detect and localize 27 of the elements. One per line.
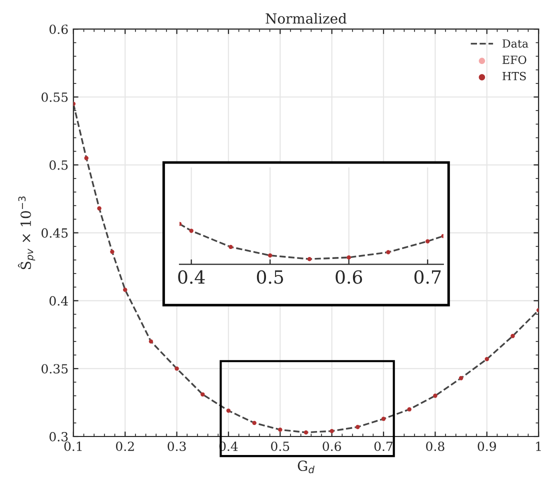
x-tick-label: 0.1 bbox=[64, 442, 82, 452]
legend-label: Data bbox=[502, 39, 528, 48]
x-tick-label: 0.6 bbox=[336, 270, 362, 284]
x-tick-label: 1 bbox=[536, 442, 541, 451]
x-tick-label: 0.7 bbox=[374, 442, 393, 452]
y-tick-label: 0.55 bbox=[42, 92, 68, 102]
y-tick-label: 0.45 bbox=[42, 228, 68, 238]
y-axis-title: Ŝ$_{pv}$ × 10$^{−3}$ bbox=[18, 196, 36, 270]
x-tick-label: 0.6 bbox=[322, 442, 341, 452]
x-tick-label: 0.5 bbox=[256, 270, 284, 284]
y-tick-label: 0.3 bbox=[50, 432, 68, 442]
y-tick-label: 0.6 bbox=[50, 24, 68, 34]
line-series bbox=[73, 102, 539, 434]
x-axis-title: G$_{d}$ bbox=[298, 460, 314, 474]
y-tick-label: 0.4 bbox=[50, 296, 68, 306]
chart-title: Normalized bbox=[266, 12, 347, 24]
x-tick-label: 0.5 bbox=[271, 442, 290, 452]
x-tick-label: 0.9 bbox=[478, 442, 496, 452]
legend-label: EFO bbox=[502, 56, 526, 64]
x-tick-label: 0.7 bbox=[414, 270, 441, 284]
x-tick-label: 0.4 bbox=[178, 270, 205, 284]
y-tick-label: 0.35 bbox=[42, 364, 68, 374]
x-tick-label: 0.2 bbox=[116, 442, 134, 452]
y-tick-label: 0.5 bbox=[50, 160, 68, 170]
legend-label: HTS bbox=[502, 72, 526, 80]
x-tick-label: 0.8 bbox=[426, 442, 444, 452]
x-tick-label: 0.3 bbox=[168, 442, 186, 452]
